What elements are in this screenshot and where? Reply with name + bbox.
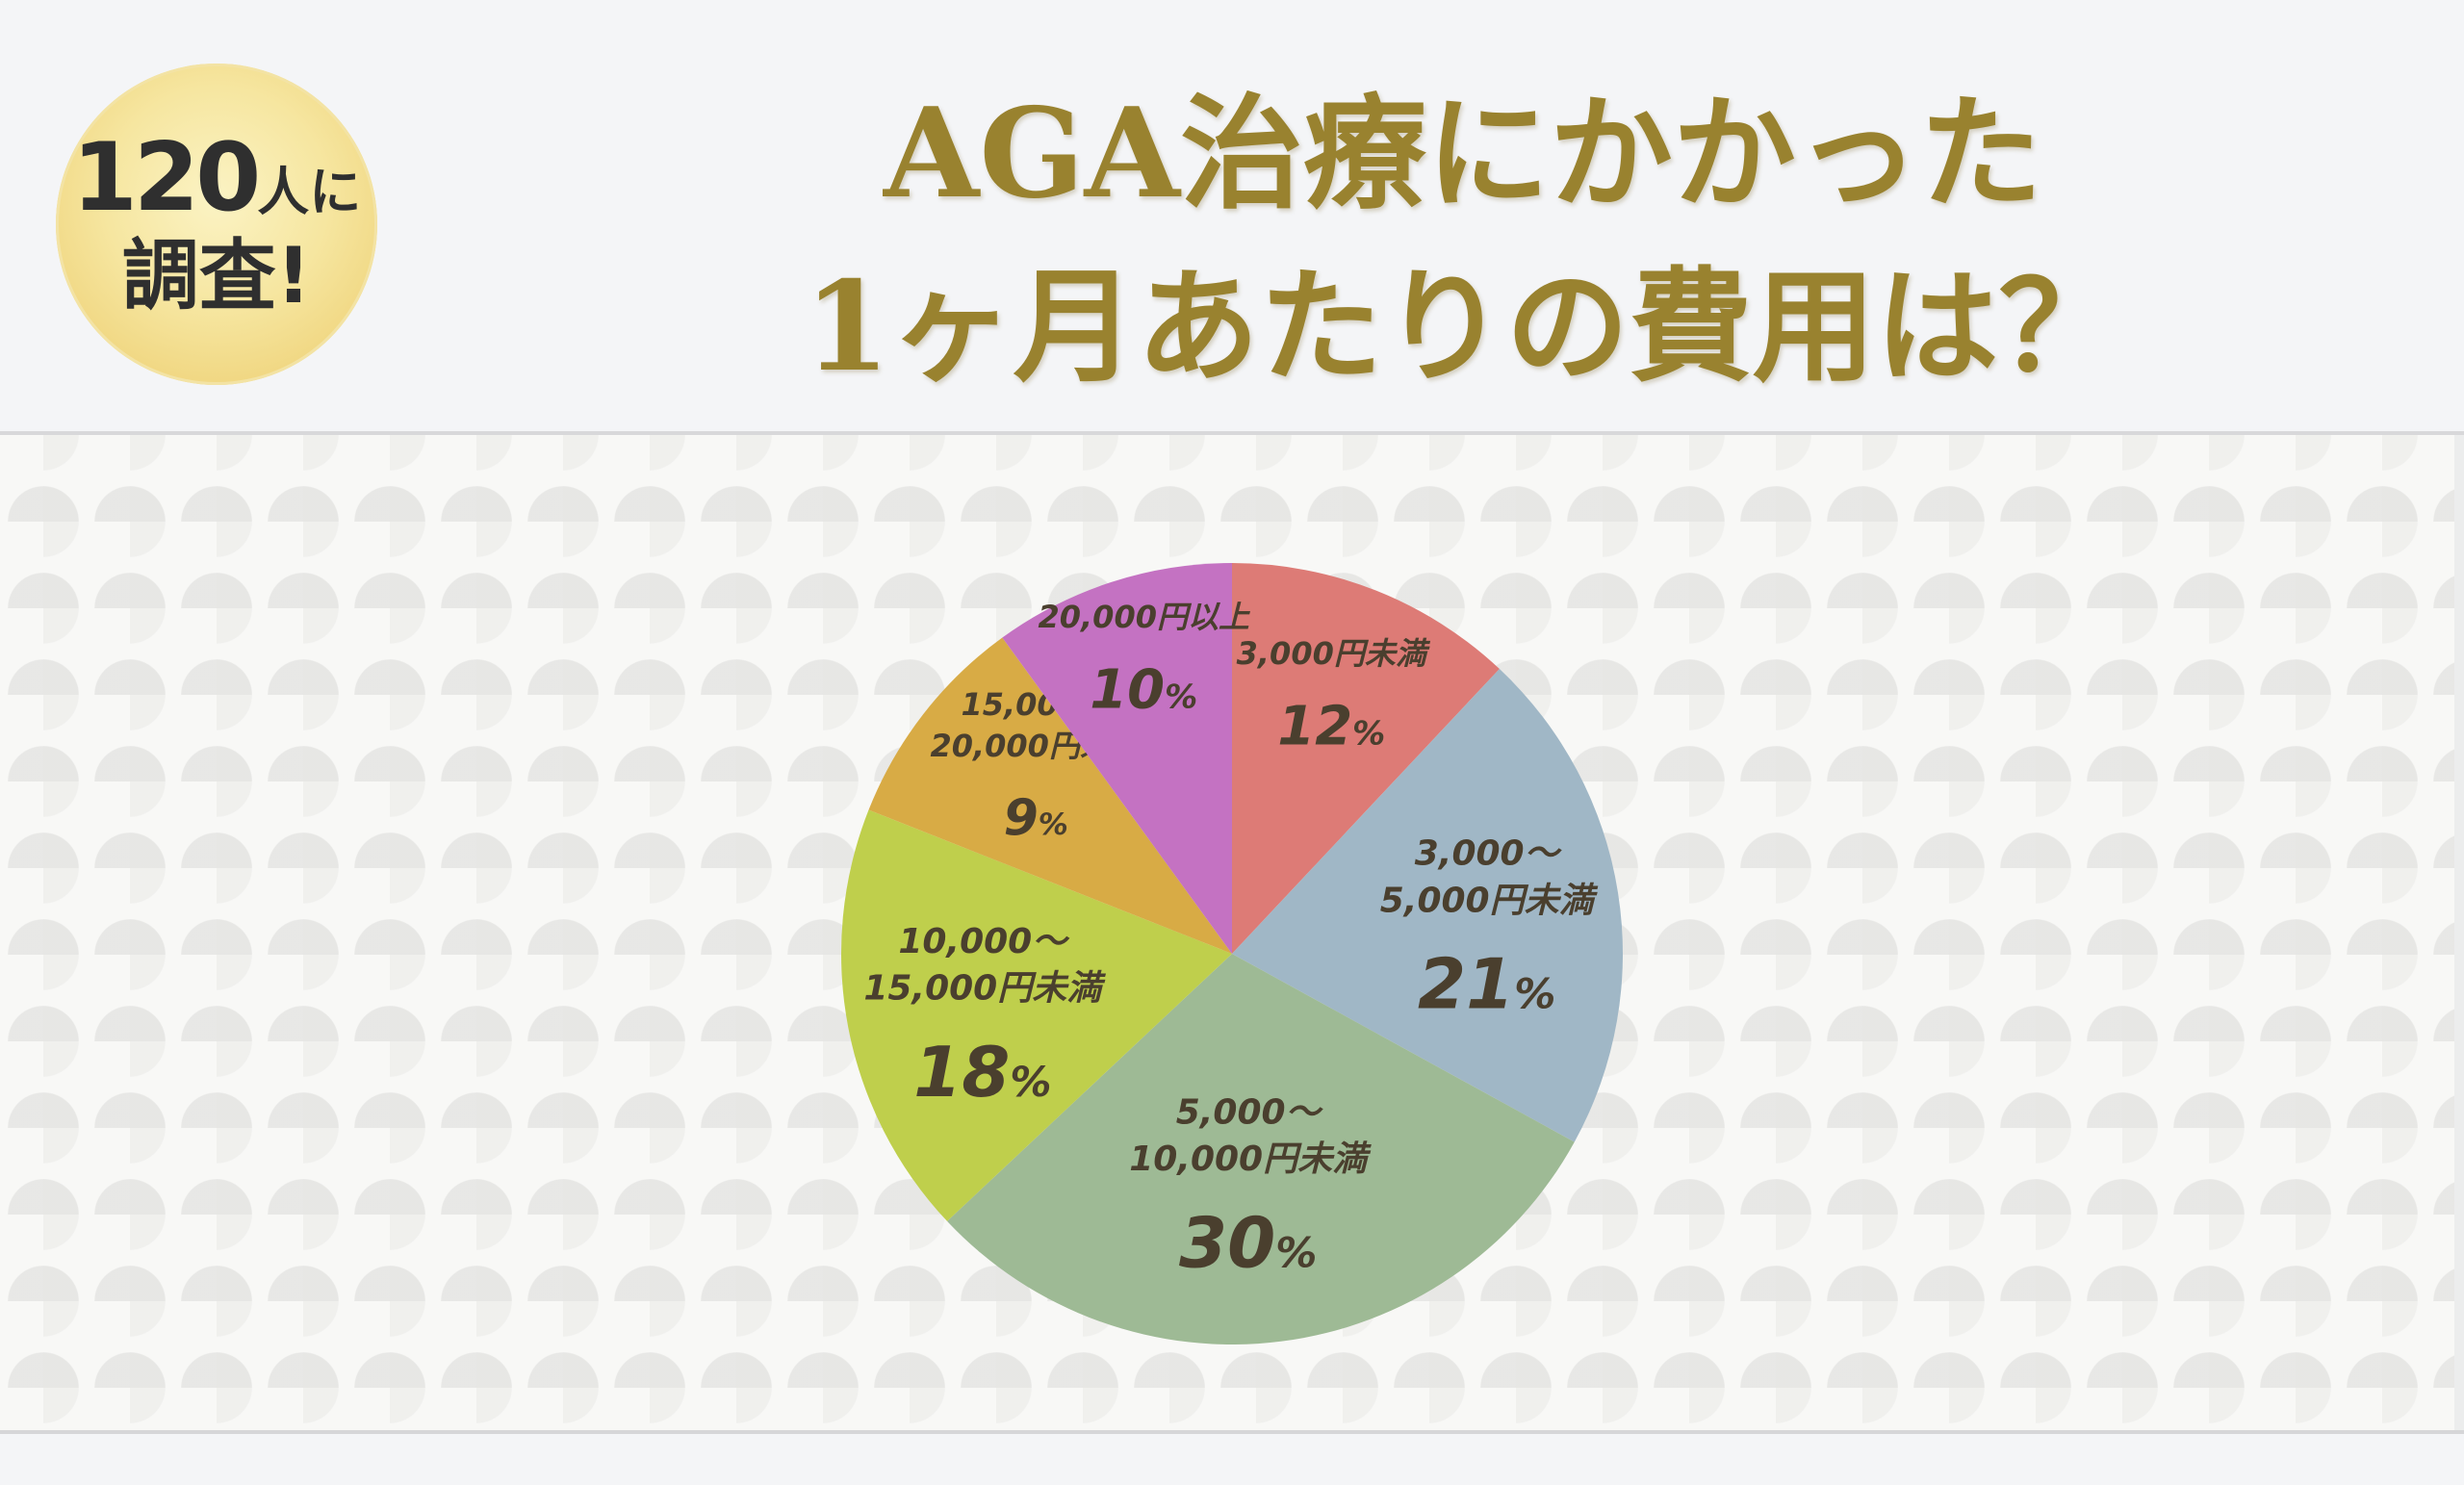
slice-label: 5,000～: [1176, 1092, 1324, 1132]
slice-value: 21%: [1418, 944, 1555, 1025]
survey-badge: 120人に 調査!: [56, 64, 377, 385]
pie-slice: [841, 809, 1232, 1221]
badge-text: 120人に 調査!: [56, 129, 377, 317]
slice-value: 10%: [1090, 658, 1197, 721]
slice-value: 18%: [913, 1032, 1051, 1113]
badge-count-line: 120人に: [56, 129, 377, 228]
badge-count-suffix: 人に: [257, 162, 362, 222]
slice-label: 10,000～: [898, 922, 1070, 961]
slice-label: 10,000円未満: [1129, 1139, 1372, 1179]
badge-line2: 調査!: [121, 230, 312, 320]
title-line1: AGA治療にかかった: [884, 82, 2042, 226]
pie-slice: [1232, 563, 1500, 954]
slice-value: 12%: [1277, 695, 1385, 757]
slice-label: 15,000円未満: [863, 969, 1106, 1009]
slice-value: 9%: [1004, 789, 1068, 847]
pie-slice: [947, 954, 1575, 1344]
footer-divider: [0, 1430, 2464, 1434]
title-line2: 1ヶ月あたりの費用は？: [804, 255, 2122, 399]
slice-value: 30%: [1179, 1202, 1317, 1283]
slice-label: 20,000円以上: [1038, 599, 1249, 635]
pie-slice: [868, 637, 1232, 954]
slice-label: 3,000円未満: [1237, 635, 1431, 672]
slice-label: 3,000～: [1415, 834, 1563, 874]
pie-chart: 3,000円未満 12% 3,000～ 5,000円未満 21% 5,000～ 10,000…: [841, 563, 1623, 1344]
slice-label: 5,000円未満: [1380, 881, 1599, 920]
header: 120人に 調査! AGA治療にかかった 1ヶ月あたりの費用は？: [0, 0, 2464, 431]
chart-area: 3,000円未満 12% 3,000～ 5,000円未満 21% 5,000～ 10,000…: [0, 435, 2454, 1430]
page-title: AGA治療にかかった 1ヶ月あたりの費用は？: [578, 67, 2348, 414]
header-divider: [0, 431, 2464, 435]
pie-slice: [1002, 563, 1232, 954]
badge-count: 120: [71, 123, 262, 233]
pie-slice: [1232, 669, 1623, 1142]
right-edge: [2454, 435, 2464, 1430]
